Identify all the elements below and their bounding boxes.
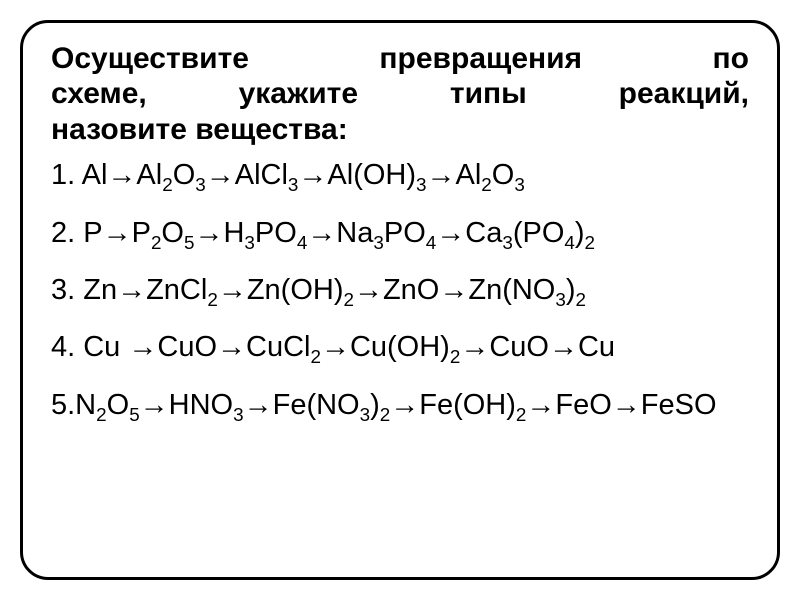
reaction-scheme-card: Осуществите превращения посхеме, укажите… xyxy=(20,20,780,580)
reaction-item-1: 1. Al→Al2O3→AlCl3→Al(OH)3→Al2O3 xyxy=(51,159,749,192)
reaction-item-4: 4. Cu →CuO→CuCl2→Cu(OH)2→CuO→Cu xyxy=(51,331,749,364)
reaction-item-5: 5.N2O5→HNO3→Fe(NO3)2→Fe(OH)2→FeO→FeSO xyxy=(51,389,749,422)
reaction-item-3: 3. Zn→ZnCl2→Zn(OH)2→ZnO→Zn(NO3)2 xyxy=(51,274,749,307)
heading: Осуществите превращения посхеме, укажите… xyxy=(51,41,749,147)
reaction-item-2: 2. Р→P2O5→H3PO4→Na3PO4→Ca3(PO4)2 xyxy=(51,217,749,250)
reaction-list: 1. Al→Al2O3→AlCl3→Al(OH)3→Al2O3 2. Р→P2O… xyxy=(51,159,749,422)
